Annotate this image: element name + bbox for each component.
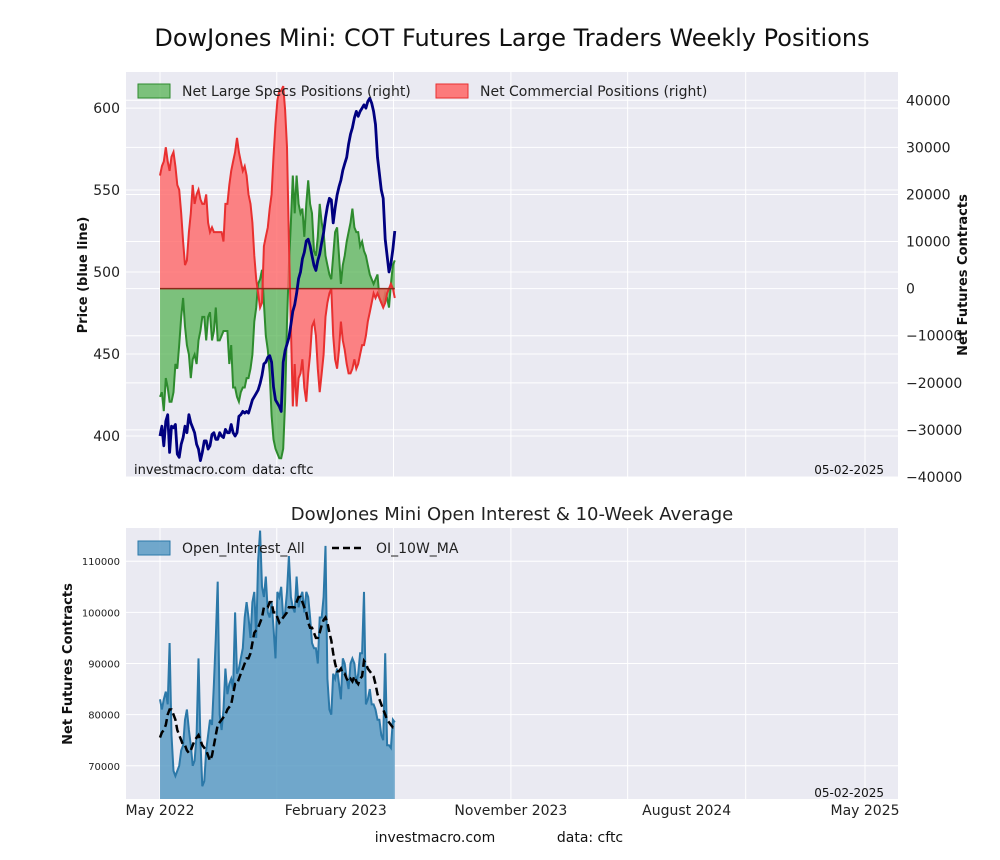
top-right-tick-label: −30000 [906, 423, 962, 439]
top-left-tick-label: 600 [93, 101, 120, 117]
top-right-tick-label: 30000 [906, 140, 951, 156]
bottom-x-tick-label: August 2024 [642, 803, 731, 819]
top-right-tick-label: 20000 [906, 187, 951, 203]
bottom-x-tick-label: November 2023 [454, 803, 567, 819]
bottom-title: DowJones Mini Open Interest & 10-Week Av… [291, 504, 733, 525]
top-left-axis: 400 450 500 550 600 [93, 101, 120, 445]
main-title: DowJones Mini: COT Futures Large Traders… [154, 24, 869, 52]
bottom-y-tick-label: 80000 [88, 711, 120, 722]
commercial-area [160, 86, 395, 407]
top-legend: Net Large Specs Positions (right) Net Co… [137, 83, 707, 100]
top-right-axis: −40000 −30000 −20000 −10000 0 10000 20000 30000… [906, 93, 962, 486]
bottom-date-label: 05-02-2025 [814, 786, 884, 800]
price-line [158, 96, 397, 462]
top-right-tick-label: −40000 [906, 470, 962, 486]
legend-swatch-specs [137, 83, 171, 99]
legend-swatch-commercial [435, 83, 469, 99]
open-interest-panel: 70000 80000 90000 100000 110000 May 2022 Febr… [61, 528, 900, 819]
top-right-tick-label: −20000 [906, 376, 962, 392]
top-left-axis-label: Price (blue line) [76, 217, 91, 334]
top-right-tick-label: 40000 [906, 93, 951, 109]
top-data-label: data: cftc [252, 463, 314, 478]
top-right-tick-label: 0 [906, 282, 915, 298]
bottom-legend: Open_Interest_All OI_10W_MA [137, 540, 459, 557]
bottom-y-tick-label: 70000 [88, 762, 120, 773]
top-source-label: investmacro.com [134, 463, 246, 478]
bottom-x-tick-label: May 2025 [830, 803, 899, 819]
bottom-x-tick-label: February 2023 [285, 803, 387, 819]
commercial-line [159, 85, 396, 407]
bottom-y-tick-label: 110000 [82, 557, 120, 568]
cot-positions-panel: 400 450 500 550 600 −40000 −30000 −20000 −10000… [76, 72, 971, 486]
ma-line [158, 595, 395, 765]
top-series-layer [158, 85, 397, 462]
legend-label-ma: OI_10W_MA [376, 541, 459, 557]
top-left-tick-label: 400 [93, 429, 120, 445]
bottom-y-axis: 70000 80000 90000 100000 110000 [82, 557, 120, 773]
top-right-axis-label: Net Futures Contracts [956, 194, 971, 356]
legend-swatch-open-interest [137, 540, 171, 556]
bottom-x-tick-label: May 2022 [125, 803, 194, 819]
top-right-tick-label: 10000 [906, 235, 951, 251]
top-left-tick-label: 550 [93, 183, 120, 199]
top-date-label: 05-02-2025 [814, 463, 884, 477]
legend-label-open-interest: Open_Interest_All [182, 541, 305, 557]
open-interest-area [160, 530, 395, 799]
bottom-x-axis: May 2022 February 2023 November 2023 August… [125, 803, 899, 819]
open-interest-line [159, 530, 396, 787]
top-left-tick-label: 500 [93, 265, 120, 281]
specs-area [160, 175, 395, 459]
top-left-tick-label: 450 [93, 347, 120, 363]
footer-data: data: cftc [557, 830, 623, 846]
bottom-series-layer [158, 530, 396, 799]
bottom-y-axis-label: Net Futures Contracts [61, 583, 76, 745]
legend-label-specs: Net Large Specs Positions (right) [182, 84, 411, 100]
legend-label-commercial: Net Commercial Positions (right) [480, 84, 707, 100]
specs-line [159, 175, 396, 460]
bottom-y-tick-label: 100000 [82, 608, 120, 619]
top-right-tick-label: −10000 [906, 329, 962, 345]
bottom-y-tick-label: 90000 [88, 660, 120, 671]
footer-source: investmacro.com [375, 830, 495, 846]
